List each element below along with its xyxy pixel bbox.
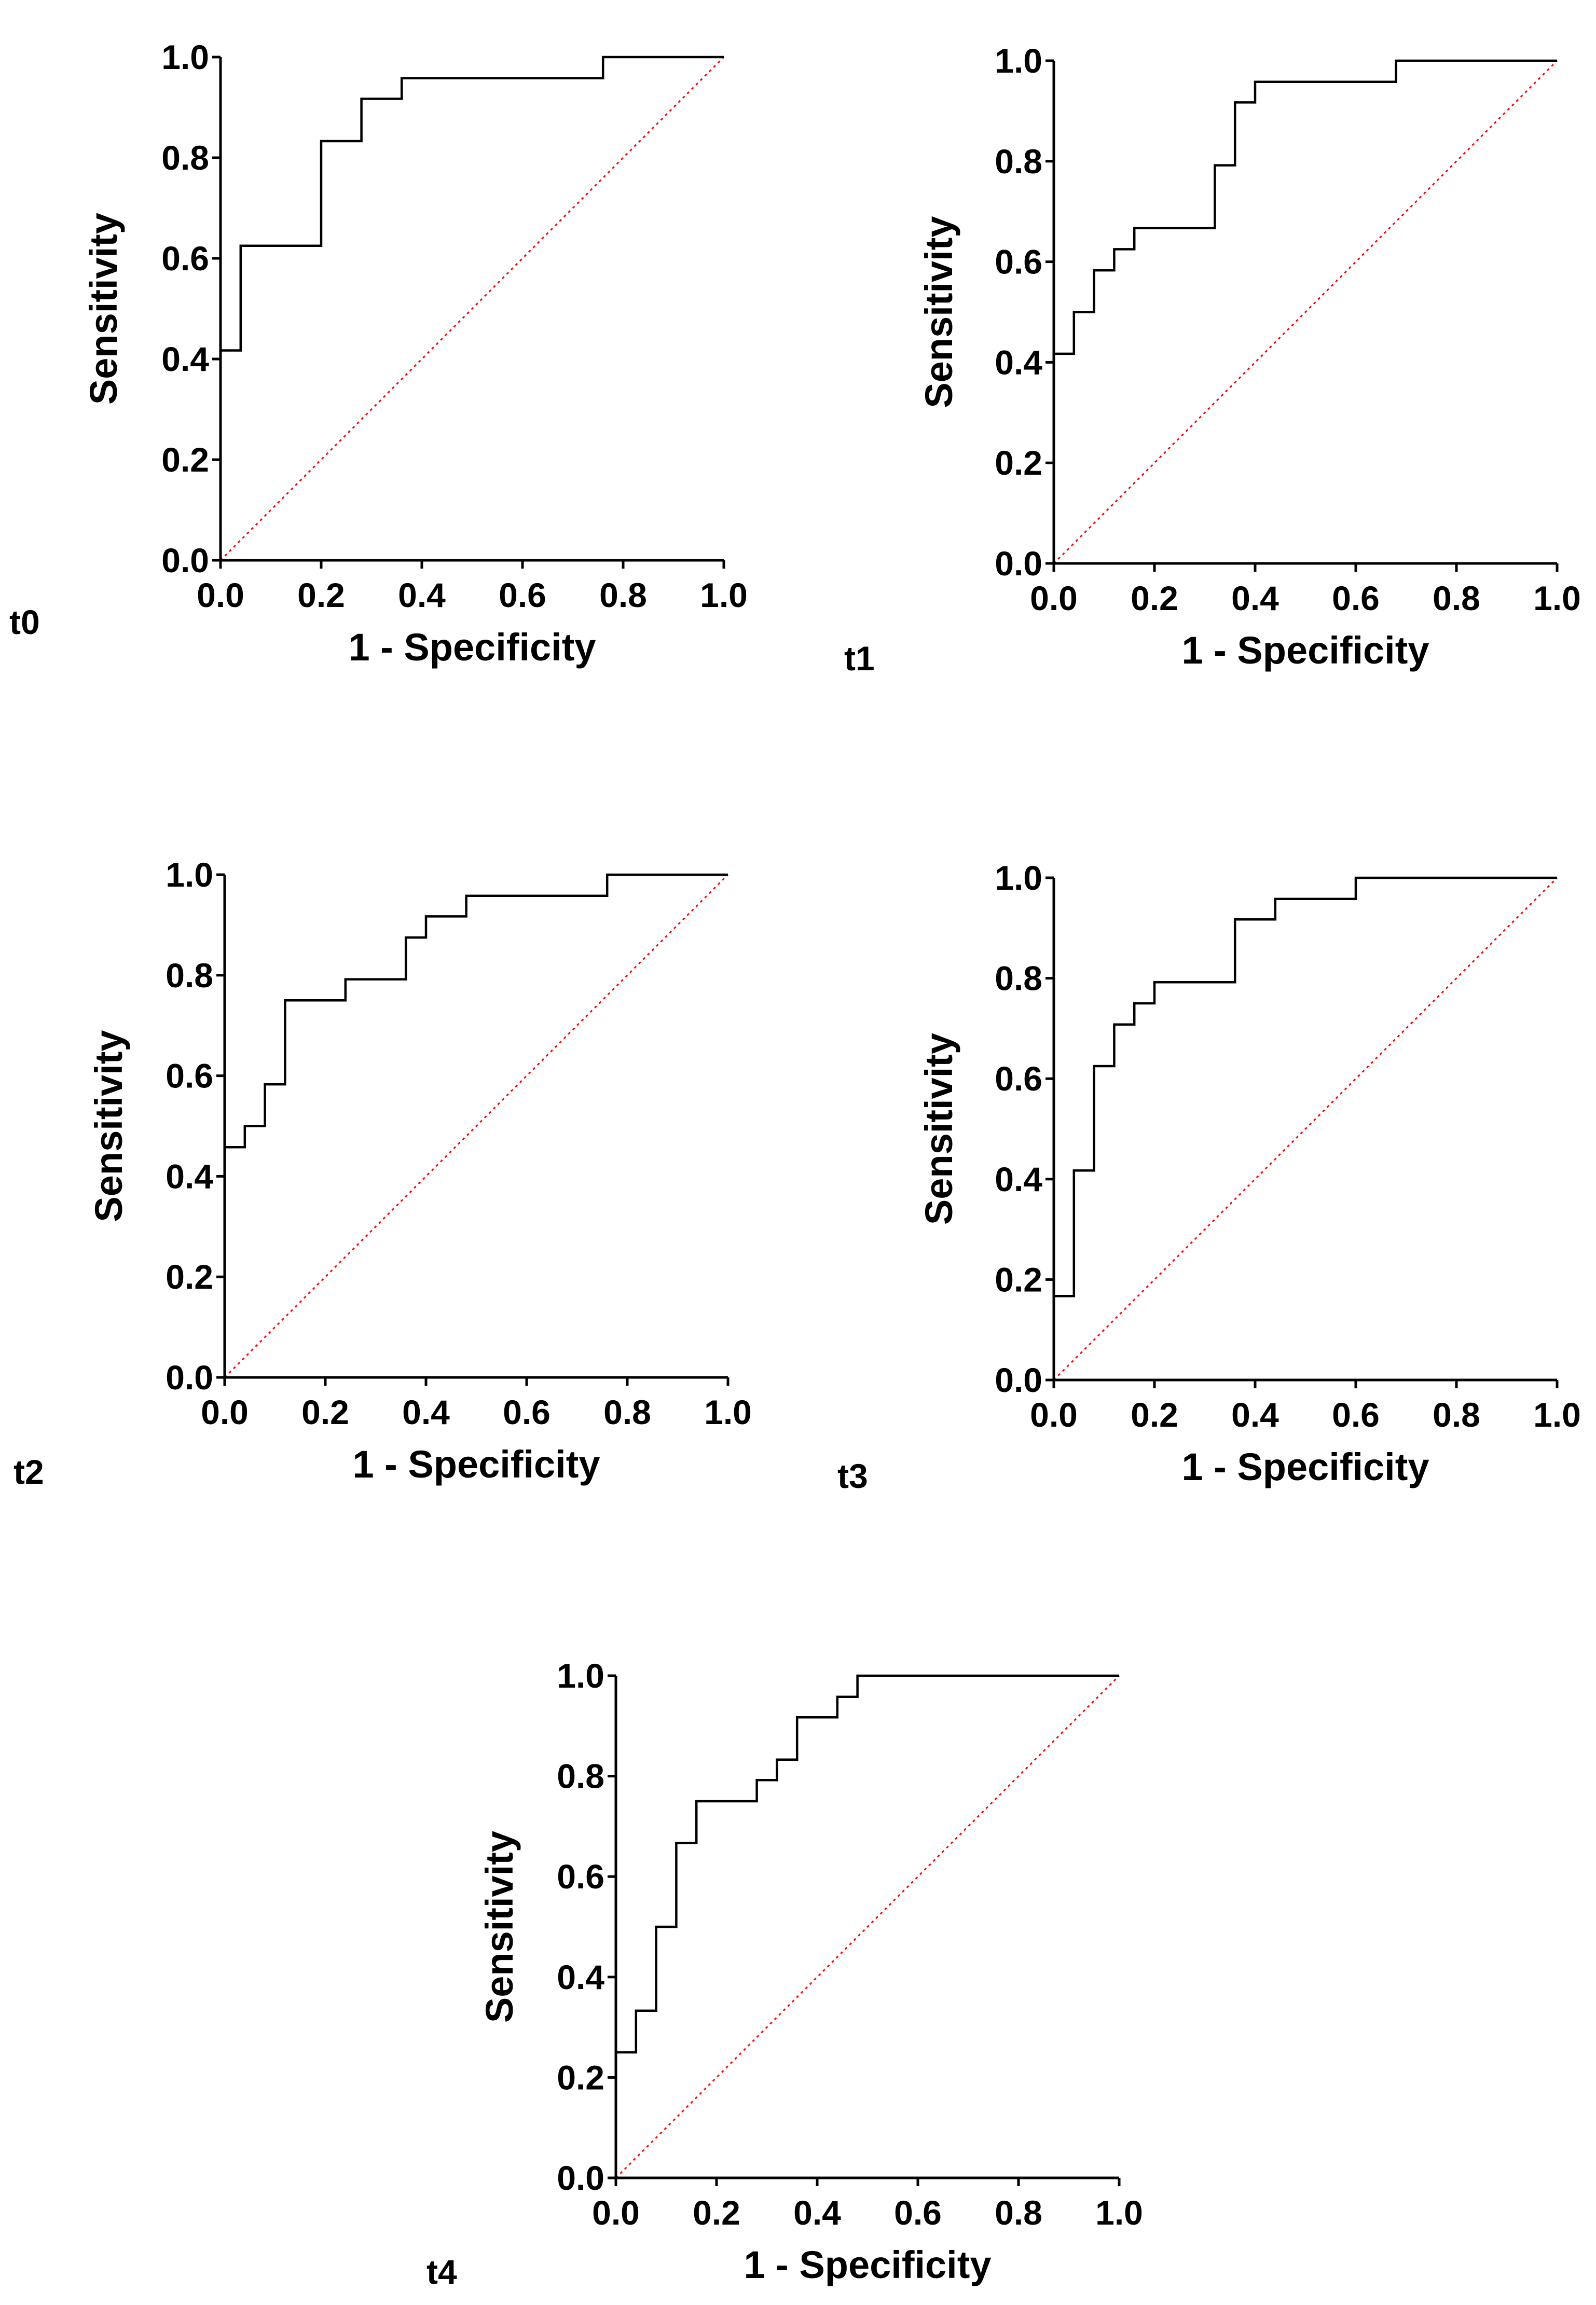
x-tick-label: 0.8 [1433,579,1480,617]
x-tick-label: 0.8 [599,576,647,614]
y-tick-label: 1.0 [161,38,209,76]
panel-label: t2 [13,1453,44,1491]
reference-line [1053,60,1558,564]
y-tick-label: 1.0 [557,1657,604,1695]
x-tick-label: 0.4 [793,2193,841,2232]
y-tick-label: 0.4 [161,340,209,378]
y-tick-label: 0.2 [166,1258,213,1296]
y-tick-label: 0.8 [995,959,1042,998]
y-tick-label: 0.4 [166,1157,213,1195]
x-tick-label: 0.4 [1231,1396,1279,1434]
x-tick-label: 0.2 [1131,579,1178,617]
x-tick-label: 0.2 [297,576,345,614]
roc-curve [1052,59,1557,563]
x-tick-label: 0.6 [1332,1396,1380,1434]
x-tick-label: 0.0 [1030,1396,1078,1434]
x-tick-label: 0.4 [402,1393,450,1431]
x-tick-label: 0.2 [1131,1396,1178,1434]
y-tick-label: 0.0 [995,1361,1042,1399]
y-tick-label: 0.8 [166,956,213,995]
roc-panel-t2: 0.00.0 0.2 0.2 0.4 0.4 0.6 0.6 0.8 0.8 1.0 1.0 1 - … [13,855,752,1491]
x-tick-label: 0.6 [499,576,546,614]
panel-label: t3 [837,1457,868,1495]
roc-panel-t4: 0.00.0 0.2 0.2 0.4 0.4 0.6 0.6 0.8 0.8 1.0 1.0 1 - … [426,1657,1143,2291]
y-tick-label: 0.6 [995,243,1042,281]
y-axis-label: Sensitivity [478,1831,521,2023]
roc-panel-t3: 0.00.0 0.2 0.2 0.4 0.4 0.6 0.6 0.8 0.8 1.0 1.0 1 - … [837,859,1581,1495]
reference-line [219,56,725,561]
panel-label: t4 [426,2253,457,2291]
reference-line [224,874,729,1378]
y-axis-label: Sensitivity [917,216,960,408]
y-tick-label: 0.4 [557,1958,604,1996]
y-axis-label: Sensitivity [82,213,125,405]
y-tick-label: 1.0 [995,859,1042,897]
x-axis-label: 1 - Specificity [744,2243,991,2286]
x-tick-label: 0.0 [592,2193,640,2232]
roc-curve [1052,876,1557,1380]
y-tick-label: 0.6 [995,1059,1042,1098]
y-tick-label: 0.0 [166,1358,213,1397]
y-tick-label: 0.8 [161,139,209,177]
roc-curve [223,873,728,1377]
y-tick-label: 0.0 [557,2159,604,2197]
y-tick-label: 0.6 [161,239,209,278]
x-tick-label: 0.6 [894,2193,942,2232]
x-tick-label: 0.0 [1030,579,1078,617]
x-axis-label: 1 - Specificity [1181,1445,1429,1488]
x-axis-label: 1 - Specificity [352,1443,600,1486]
y-tick-label: 0.0 [995,544,1042,583]
x-tick-label: 0.0 [201,1393,249,1431]
x-tick-label: 0.2 [693,2193,740,2232]
x-tick-label: 0.8 [995,2193,1042,2232]
y-tick-label: 0.6 [557,1857,604,1896]
panel-label: t1 [844,639,875,678]
y-tick-label: 0.8 [557,1757,604,1796]
x-tick-label: 0.4 [1231,579,1279,617]
x-tick-label: 1.0 [700,576,748,614]
y-tick-label: 1.0 [995,42,1042,80]
x-tick-label: 1.0 [1533,579,1581,617]
reference-line [1053,877,1558,1381]
y-axis-label: Sensitivity [917,1033,960,1225]
x-tick-label: 0.2 [301,1393,349,1431]
y-tick-label: 0.2 [995,444,1042,482]
y-tick-label: 0.2 [557,2058,604,2096]
roc-curve [614,1674,1119,2178]
x-tick-label: 0.6 [1332,579,1380,617]
panel-label: t0 [9,603,40,641]
x-tick-label: 1.0 [1095,2193,1143,2232]
reference-line [615,1675,1120,2179]
roc-curve [219,56,724,560]
roc-panel-t0: 0.00.0 0.2 0.2 0.4 0.4 0.6 0.6 0.8 0.8 1.0 1.0 1 - … [9,38,748,669]
x-tick-label: 0.8 [603,1393,651,1431]
y-axis-label: Sensitivity [87,1030,130,1222]
x-tick-label: 1.0 [1533,1396,1581,1434]
x-tick-label: 0.6 [503,1393,551,1431]
x-tick-label: 0.0 [197,576,244,614]
y-tick-label: 0.0 [161,541,209,579]
y-tick-label: 0.2 [995,1260,1042,1299]
x-tick-label: 1.0 [704,1393,752,1431]
y-tick-label: 0.8 [995,142,1042,181]
x-axis-label: 1 - Specificity [348,626,596,669]
y-tick-label: 1.0 [166,855,213,894]
x-axis-label: 1 - Specificity [1181,629,1429,672]
y-tick-label: 0.2 [161,440,209,479]
x-tick-label: 0.4 [398,576,446,614]
y-tick-label: 0.4 [995,1160,1042,1198]
x-tick-label: 0.8 [1433,1396,1480,1434]
roc-panel-t1: 0.00.0 0.2 0.2 0.4 0.4 0.6 0.6 0.8 0.8 1.0 1.0 1 - … [844,42,1581,678]
y-tick-label: 0.6 [166,1057,213,1095]
y-tick-label: 0.4 [995,343,1042,381]
